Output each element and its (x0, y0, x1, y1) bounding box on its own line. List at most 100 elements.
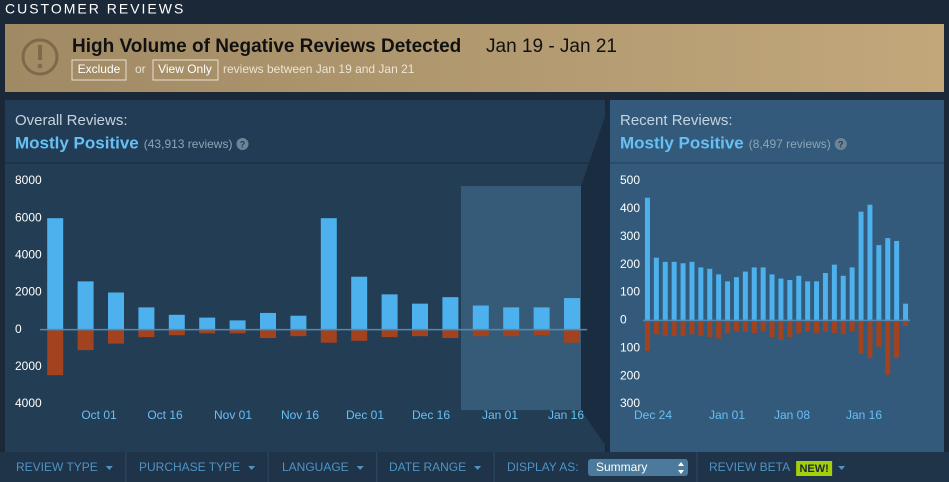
bar (760, 320, 766, 332)
filter-label[interactable]: DATE RANGE (389, 460, 466, 474)
bar (831, 320, 837, 333)
bar (894, 320, 900, 359)
filter-label[interactable]: PURCHASE TYPE (139, 460, 240, 474)
bar (290, 329, 307, 337)
bar (894, 240, 900, 321)
bar (840, 275, 846, 321)
bar (698, 267, 704, 321)
bar (769, 320, 775, 338)
bar (564, 298, 580, 330)
rating-label: Overall Reviews: (15, 112, 128, 129)
bar (716, 320, 722, 339)
display-select[interactable] (588, 459, 688, 476)
bar (229, 320, 246, 330)
bar (472, 305, 489, 330)
bar (822, 272, 828, 321)
bar (533, 329, 550, 336)
bar (876, 245, 882, 321)
alert-icon (38, 45, 42, 60)
display-value[interactable]: Summary (596, 460, 647, 474)
bar (725, 281, 731, 321)
y-tick-label: 100 (620, 285, 640, 299)
bar (733, 320, 739, 332)
bar (858, 320, 864, 354)
filter-label[interactable]: REVIEW TYPE (16, 460, 98, 474)
bar (903, 303, 909, 321)
bar (108, 329, 124, 344)
bar (442, 297, 459, 330)
help-label[interactable]: ? (240, 139, 246, 149)
help-icon[interactable] (236, 138, 249, 150)
bar (831, 264, 837, 321)
filter-label[interactable]: LANGUAGE (282, 460, 349, 474)
bar (47, 218, 64, 330)
y-tick-label: 0 (15, 322, 22, 336)
bar (733, 277, 739, 321)
bar (653, 257, 659, 321)
display-as-label: DISPLAY AS: (507, 460, 579, 474)
filter-bar (0, 452, 949, 482)
alert-icon (21, 38, 59, 76)
dropdown-arrow[interactable] (105, 466, 113, 470)
view-only-button[interactable] (152, 59, 219, 81)
bar (858, 211, 864, 321)
bar (662, 261, 668, 321)
exclude-label[interactable]: Exclude (78, 62, 121, 76)
x-tick-label: Dec 24 (634, 408, 672, 422)
bar (885, 238, 891, 321)
help-label[interactable]: ? (838, 139, 844, 149)
bar (503, 307, 520, 330)
help-icon[interactable] (834, 138, 847, 150)
x-tick-label: Jan 08 (774, 408, 810, 422)
section-title: CUSTOMER REVIEWS (5, 1, 185, 17)
bar (412, 303, 428, 330)
review-count: (8,497 reviews) (749, 137, 831, 151)
bar (805, 320, 811, 332)
bar (796, 275, 802, 321)
bar (138, 307, 155, 330)
review-beta-label[interactable]: REVIEW BETA (709, 460, 790, 474)
bar (849, 320, 855, 332)
bar (138, 329, 155, 338)
y-tick-label: 200 (620, 368, 640, 382)
review-count: (43,913 reviews) (144, 137, 233, 151)
alert-dates: Jan 19 - Jan 21 (486, 36, 617, 57)
bar (442, 329, 459, 339)
bar (671, 261, 677, 321)
bar (787, 279, 793, 321)
y-tick-label: 8000 (15, 173, 42, 187)
select-arrows (678, 462, 684, 474)
bar (707, 268, 713, 321)
x-tick-label: Oct 01 (81, 408, 117, 422)
dropdown-arrow[interactable] (474, 466, 482, 470)
y-tick-label: 4000 (15, 396, 42, 410)
x-tick-label: Jan 16 (846, 408, 882, 422)
y-tick-label: 400 (620, 201, 640, 215)
dropdown-arrow[interactable] (248, 466, 256, 470)
bar (725, 320, 731, 333)
bar (814, 320, 820, 333)
x-tick-label: Nov 01 (214, 408, 252, 422)
bar (671, 320, 677, 336)
bar (351, 276, 368, 330)
dropdown-arrow[interactable] (838, 466, 846, 470)
bar (680, 263, 686, 321)
bar (412, 329, 428, 337)
alert-title: High Volume of Negative Reviews Detected (72, 36, 461, 57)
exclude-button[interactable] (71, 59, 127, 81)
bar (778, 278, 784, 321)
x-tick-label: Dec 01 (346, 408, 384, 422)
view-only-label[interactable]: View Only (158, 62, 212, 76)
bar (77, 329, 94, 351)
rating-label: Recent Reviews: (620, 112, 733, 129)
bar (716, 274, 722, 321)
x-tick-label: Oct 16 (147, 408, 183, 422)
bar (320, 218, 337, 330)
bar (769, 274, 775, 321)
y-tick-label: 6000 (15, 210, 42, 224)
bar (351, 329, 368, 341)
alert-banner (5, 24, 944, 92)
bar (260, 329, 276, 339)
bar (47, 329, 64, 376)
dropdown-arrow[interactable] (356, 466, 364, 470)
